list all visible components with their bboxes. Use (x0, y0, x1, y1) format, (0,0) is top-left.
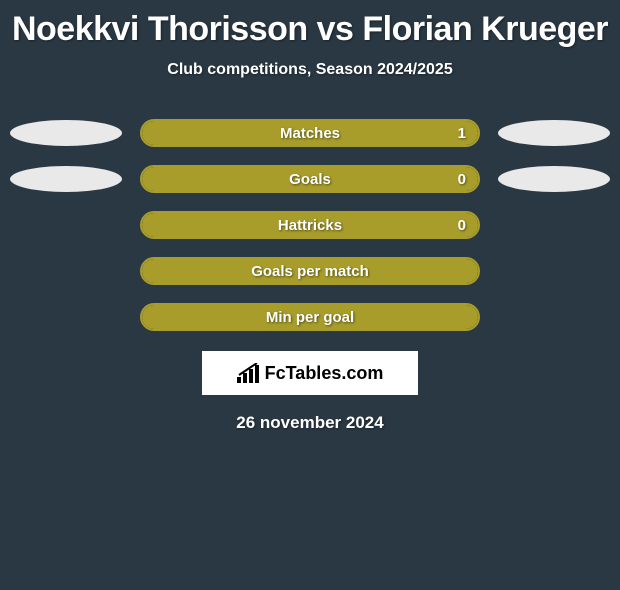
stat-bar: Goals per match (140, 257, 480, 285)
stat-value: 0 (458, 217, 466, 234)
left-ellipse (10, 166, 122, 192)
subtitle: Club competitions, Season 2024/2025 (10, 61, 610, 79)
stat-label: Goals per match (251, 263, 369, 280)
logo-box: FcTables.com (202, 351, 418, 395)
stat-row: Goals per match (10, 257, 610, 285)
stat-rows: Matches 1 Goals 0 Hattricks 0 Goals per match M… (10, 119, 610, 331)
right-ellipse (498, 120, 610, 146)
right-ellipse (498, 166, 610, 192)
logo-text: FcTables.com (265, 363, 384, 384)
stat-bar: Goals 0 (140, 165, 480, 193)
page-title: Noekkvi Thorisson vs Florian Krueger (10, 10, 610, 49)
stat-label: Goals (289, 171, 331, 188)
stat-label: Min per goal (266, 309, 354, 326)
stat-value: 1 (458, 125, 466, 142)
stat-bar: Matches 1 (140, 119, 480, 147)
comparison-card: Noekkvi Thorisson vs Florian Krueger Clu… (0, 10, 620, 433)
stat-label: Hattricks (278, 217, 342, 234)
stat-row: Hattricks 0 (10, 211, 610, 239)
stat-bar: Min per goal (140, 303, 480, 331)
left-ellipse (10, 120, 122, 146)
stat-label: Matches (280, 125, 340, 142)
date-text: 26 november 2024 (10, 413, 610, 433)
stat-row: Matches 1 (10, 119, 610, 147)
stat-row: Min per goal (10, 303, 610, 331)
stat-row: Goals 0 (10, 165, 610, 193)
stat-value: 0 (458, 171, 466, 188)
logo-icon (237, 363, 259, 383)
stat-bar: Hattricks 0 (140, 211, 480, 239)
